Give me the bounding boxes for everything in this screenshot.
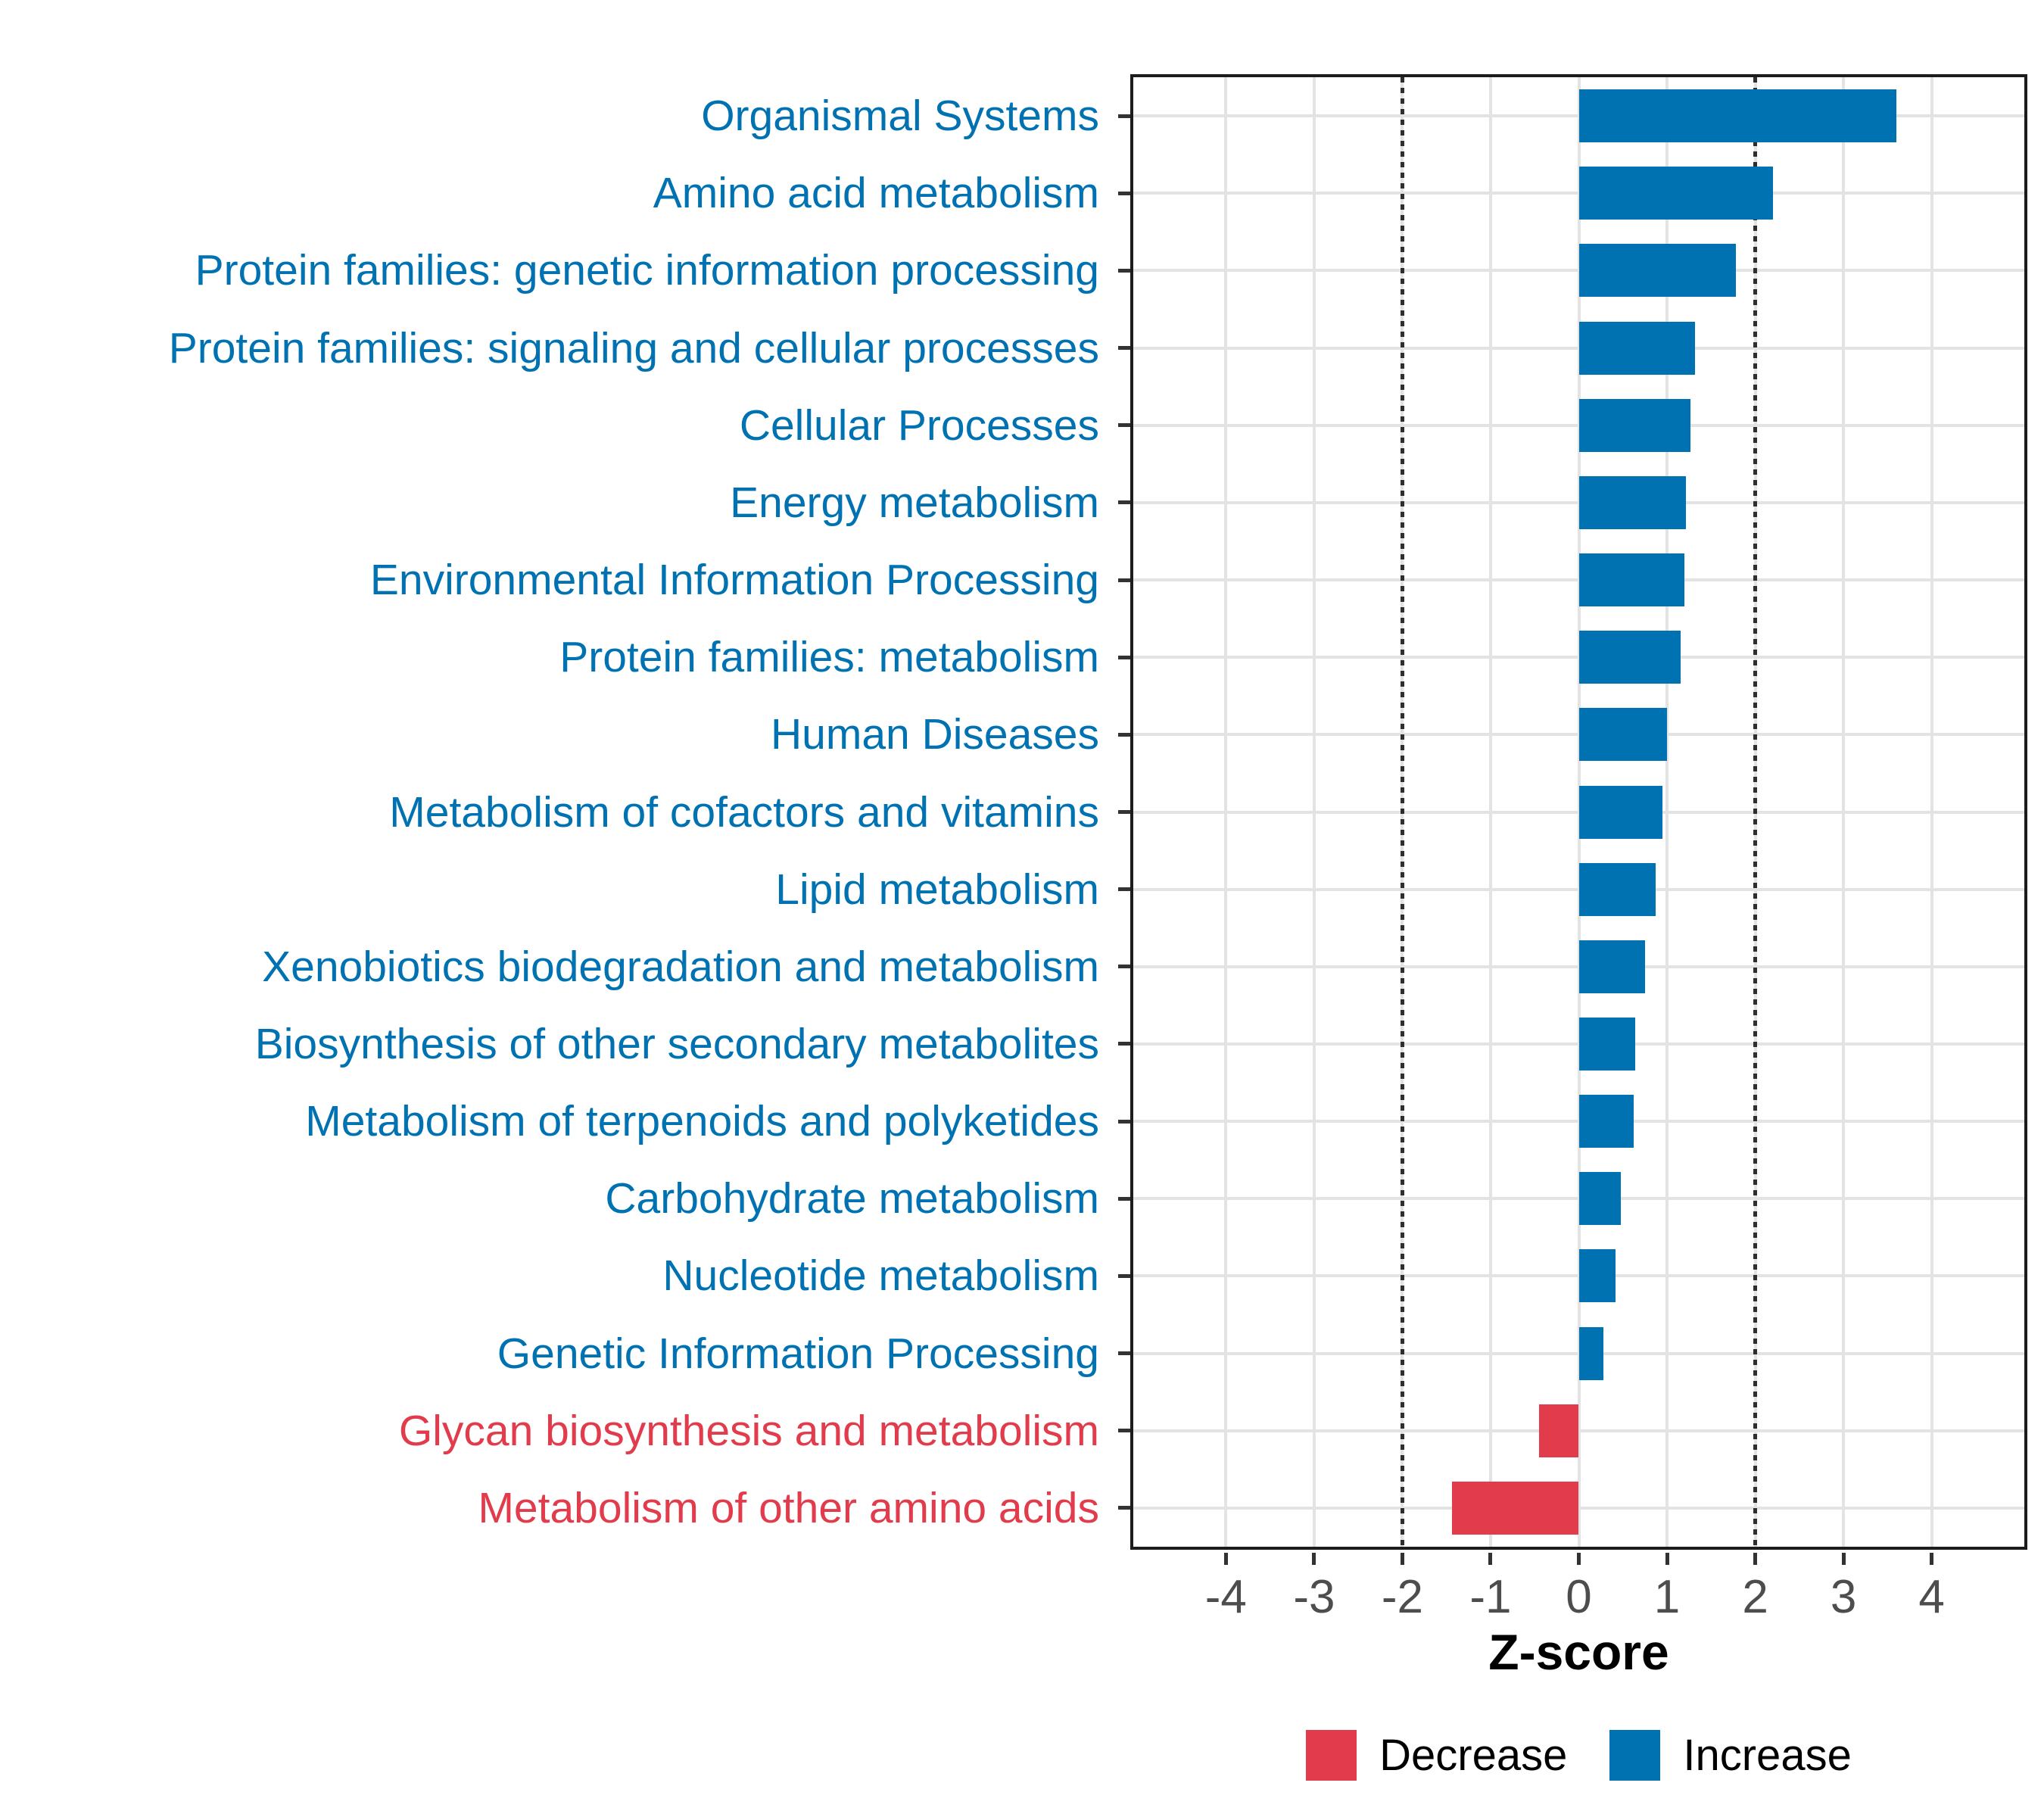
category-label: Protein families: signaling and cellular… (168, 323, 1099, 372)
category-label: Amino acid metabolism (653, 169, 1099, 218)
x-tick-mark (1665, 1553, 1669, 1565)
x-tick-mark (1400, 1553, 1404, 1565)
plot-area (1133, 77, 2024, 1547)
x-tick-mark (1841, 1553, 1846, 1565)
category-label: Metabolism of terpenoids and polyketides (305, 1097, 1099, 1146)
category-label: Genetic Information Processing (497, 1329, 1099, 1378)
bar-increase (1578, 1095, 1634, 1148)
bar-increase (1578, 89, 1897, 143)
y-tick-mark (1118, 423, 1130, 428)
bar-increase (1578, 862, 1656, 916)
y-tick-mark (1118, 655, 1130, 659)
x-axis-title: Z-score (1488, 1624, 1669, 1680)
y-tick-mark (1118, 1429, 1130, 1433)
vertical-gridline (1665, 77, 1669, 1547)
y-tick-mark (1118, 732, 1130, 737)
x-tick-mark (1753, 1553, 1758, 1565)
x-tick-label: 3 (1830, 1571, 1857, 1623)
category-label: Metabolism of cofactors and vitamins (389, 787, 1099, 837)
bar-increase (1578, 631, 1681, 684)
legend-label-decrease: Decrease (1379, 1730, 1568, 1780)
category-label: Biosynthesis of other secondary metaboli… (254, 1019, 1099, 1068)
legend-label-increase: Increase (1683, 1730, 1852, 1780)
legend-key-decrease (1306, 1729, 1357, 1781)
y-tick-mark (1118, 965, 1130, 969)
category-label: Organismal Systems (701, 92, 1099, 141)
y-tick-mark (1118, 578, 1130, 582)
bar-increase (1578, 1017, 1636, 1071)
y-tick-mark (1118, 1042, 1130, 1046)
x-tick-mark (1488, 1553, 1493, 1565)
x-tick-label: 0 (1566, 1571, 1592, 1623)
vertical-gridline (1930, 77, 1933, 1547)
y-tick-mark (1118, 346, 1130, 351)
x-tick-label: -1 (1469, 1571, 1512, 1623)
reference-line (1753, 77, 1758, 1547)
x-tick-mark (1577, 1553, 1581, 1565)
bar-increase (1578, 1326, 1604, 1380)
x-tick-label: 1 (1653, 1571, 1681, 1623)
bar-increase (1578, 244, 1736, 298)
category-label: Energy metabolism (730, 478, 1099, 527)
y-tick-mark (1118, 1506, 1130, 1510)
bar-increase (1578, 398, 1691, 452)
x-tick-label: 4 (1918, 1571, 1945, 1623)
vertical-gridline (1224, 77, 1228, 1547)
y-tick-mark (1118, 1196, 1130, 1201)
y-tick-mark (1118, 1119, 1130, 1124)
reference-line (1400, 77, 1404, 1547)
y-tick-mark (1118, 268, 1130, 273)
bar-increase (1578, 940, 1645, 993)
y-tick-mark (1118, 887, 1130, 892)
bar-increase (1578, 708, 1668, 762)
category-label: Protein families: metabolism (559, 633, 1099, 682)
category-label: Cellular Processes (739, 400, 1099, 450)
category-label: Protein families: genetic information pr… (195, 246, 1099, 295)
y-tick-mark (1118, 114, 1130, 118)
bar-increase (1578, 321, 1696, 375)
x-tick-label: 2 (1742, 1571, 1768, 1623)
bar-decrease (1539, 1404, 1579, 1457)
vertical-gridline (1842, 77, 1846, 1547)
x-tick-mark (1312, 1553, 1316, 1565)
bar-increase (1578, 1249, 1616, 1303)
category-label: Human Diseases (770, 710, 1099, 759)
x-tick-label: -2 (1381, 1571, 1423, 1623)
legend-key-increase (1609, 1729, 1661, 1781)
y-tick-mark (1118, 191, 1130, 195)
bar-decrease (1451, 1481, 1579, 1535)
y-tick-mark (1118, 500, 1130, 505)
category-label: Glycan biosynthesis and metabolism (398, 1406, 1099, 1455)
category-label: Carbohydrate metabolism (605, 1174, 1099, 1223)
category-label: Nucleotide metabolism (662, 1251, 1099, 1301)
category-label: Xenobiotics biodegradation and metabolis… (262, 942, 1099, 991)
plot-panel (1130, 74, 2027, 1550)
bar-increase (1578, 1172, 1622, 1226)
x-tick-mark (1930, 1553, 1934, 1565)
legend: Decrease Increase (1130, 1728, 2027, 1782)
bar-increase (1578, 553, 1685, 607)
bar-increase (1578, 167, 1773, 220)
x-tick-mark (1223, 1553, 1228, 1565)
y-tick-mark (1118, 1273, 1130, 1278)
category-label: Lipid metabolism (775, 865, 1099, 914)
x-tick-label: -3 (1293, 1571, 1335, 1623)
bar-increase (1578, 475, 1686, 529)
bar-increase (1578, 785, 1663, 839)
category-label: Environmental Information Processing (369, 556, 1099, 605)
x-tick-label: -4 (1204, 1571, 1247, 1623)
vertical-gridline (1312, 77, 1316, 1547)
y-tick-mark (1118, 1351, 1130, 1356)
y-tick-mark (1118, 810, 1130, 814)
vertical-gridline (1488, 77, 1492, 1547)
category-label: Metabolism of other amino acids (478, 1483, 1099, 1532)
